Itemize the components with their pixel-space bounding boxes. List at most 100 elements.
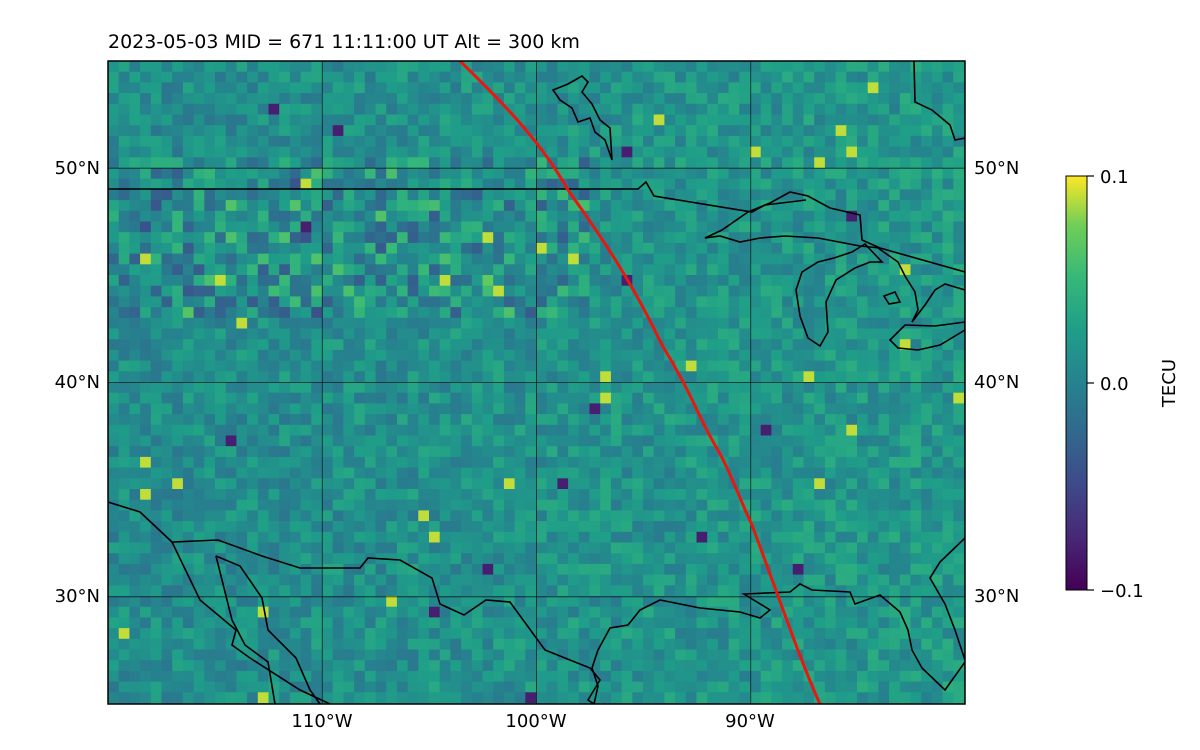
tec-cell: [257, 574, 269, 586]
tec-cell: [140, 200, 152, 212]
tec-cell: [771, 660, 783, 672]
tec-cell: [182, 670, 194, 682]
tec-cell: [857, 467, 869, 479]
tec-cell: [653, 189, 665, 201]
tec-cell: [236, 264, 248, 276]
tec-cell: [343, 307, 355, 319]
tec-cell: [129, 168, 141, 180]
tec-cell: [739, 339, 751, 351]
tec-cell: [760, 585, 772, 597]
tec-cell: [878, 692, 890, 704]
tec-cell: [750, 146, 762, 158]
tec-cell: [503, 168, 515, 180]
tec-cell: [953, 628, 965, 640]
tec-cell: [396, 467, 408, 479]
tec-cell: [899, 510, 911, 522]
tec-cell: [589, 61, 601, 73]
tec-cell: [108, 307, 120, 319]
tec-cell: [621, 681, 633, 693]
tec-cell: [429, 285, 441, 297]
tec-cell: [803, 82, 815, 94]
tec-cell: [771, 178, 783, 190]
tec-cell: [322, 628, 334, 640]
tec-cell: [429, 210, 441, 222]
tec-cell: [814, 146, 826, 158]
tec-cell: [739, 435, 751, 447]
tec-cell: [108, 253, 120, 265]
tec-cell: [429, 403, 441, 415]
tec-cell: [632, 135, 644, 147]
tec-cell: [643, 168, 655, 180]
tec-cell: [921, 563, 933, 575]
tec-cell: [150, 275, 162, 287]
tec-cell: [161, 146, 173, 158]
tec-cell: [418, 692, 430, 704]
tec-cell: [685, 339, 697, 351]
tec-cell: [268, 424, 280, 436]
tec-cell: [643, 200, 655, 212]
tec-cell: [600, 670, 612, 682]
tec-cell: [247, 103, 259, 115]
tec-cell: [632, 424, 644, 436]
tec-cell: [322, 606, 334, 618]
tec-cell: [568, 617, 580, 629]
tec-cell: [257, 114, 269, 126]
tec-cell: [268, 617, 280, 629]
tec-cell: [450, 638, 462, 650]
tec-cell: [450, 660, 462, 672]
tec-cell: [503, 93, 515, 105]
tec-cell: [568, 210, 580, 222]
tec-cell: [899, 435, 911, 447]
tec-cell: [621, 61, 633, 73]
tec-cell: [621, 424, 633, 436]
tec-cell: [279, 61, 291, 73]
tec-cell: [536, 489, 548, 501]
tec-cell: [675, 542, 687, 554]
tec-cell: [215, 264, 227, 276]
tec-cell: [899, 478, 911, 490]
tec-cell: [215, 628, 227, 640]
tec-cell: [268, 435, 280, 447]
tec-cell: [867, 200, 879, 212]
tec-cell: [760, 489, 772, 501]
tec-cell: [482, 371, 494, 383]
tec-cell: [782, 456, 794, 468]
tec-cell: [889, 660, 901, 672]
tec-cell: [236, 114, 248, 126]
tec-cell: [760, 446, 772, 458]
tec-cell: [782, 307, 794, 319]
tec-cell: [332, 446, 344, 458]
tec-cell: [707, 499, 719, 511]
tec-cell: [685, 424, 697, 436]
tec-cell: [792, 638, 804, 650]
tec-cell: [140, 424, 152, 436]
tec-cell: [311, 424, 323, 436]
tec-cell: [129, 489, 141, 501]
tec-cell: [824, 157, 836, 169]
tec-cell: [910, 71, 922, 83]
tec-cell: [525, 349, 537, 361]
tec-cell: [589, 242, 601, 254]
tec-cell: [386, 692, 398, 704]
tec-cell: [172, 585, 184, 597]
tec-cell: [771, 210, 783, 222]
tec-cell: [182, 596, 194, 608]
tec-cell: [268, 606, 280, 618]
tec-cell: [354, 563, 366, 575]
tec-cell: [589, 146, 601, 158]
tec-cell: [568, 371, 580, 383]
tec-cell: [108, 232, 120, 244]
tec-cell: [921, 210, 933, 222]
tec-cell: [236, 189, 248, 201]
tec-cell: [450, 296, 462, 308]
tec-cell: [760, 168, 772, 180]
tec-cell: [482, 649, 494, 661]
tec-cell: [589, 135, 601, 147]
tec-cell: [503, 189, 515, 201]
tec-cell: [557, 585, 569, 597]
tec-cell: [118, 349, 130, 361]
tec-cell: [782, 61, 794, 73]
tec-cell: [332, 467, 344, 479]
tec-cell: [675, 692, 687, 704]
tec-cell: [835, 232, 847, 244]
